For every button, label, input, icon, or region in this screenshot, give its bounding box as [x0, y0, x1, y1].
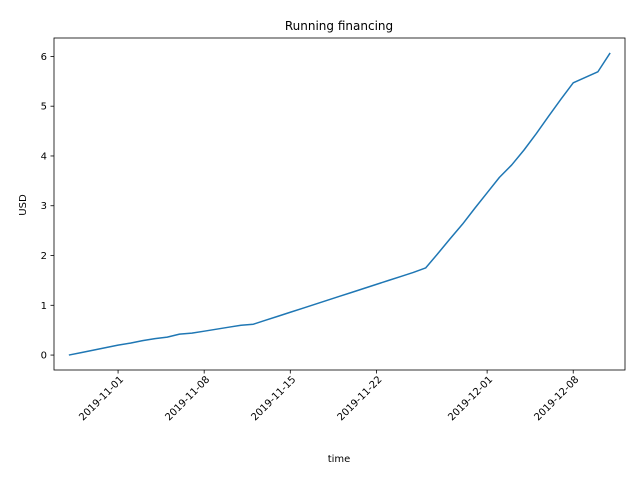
y-tick-label-2: 2 [41, 251, 47, 262]
y-tick-label-1: 1 [41, 301, 47, 312]
y-tick-label-6: 6 [41, 52, 47, 63]
axes-frame [53, 37, 626, 371]
x-axis-label: time [328, 454, 351, 465]
series-line [68, 52, 611, 356]
chart-title: Running financing [285, 19, 393, 33]
y-tick-label-0: 0 [41, 351, 47, 362]
y-axis-label: USD [18, 194, 29, 216]
y-tick-label-3: 3 [41, 201, 47, 212]
y-tick-label-4: 4 [41, 151, 47, 162]
y-tick-label-5: 5 [41, 102, 47, 113]
